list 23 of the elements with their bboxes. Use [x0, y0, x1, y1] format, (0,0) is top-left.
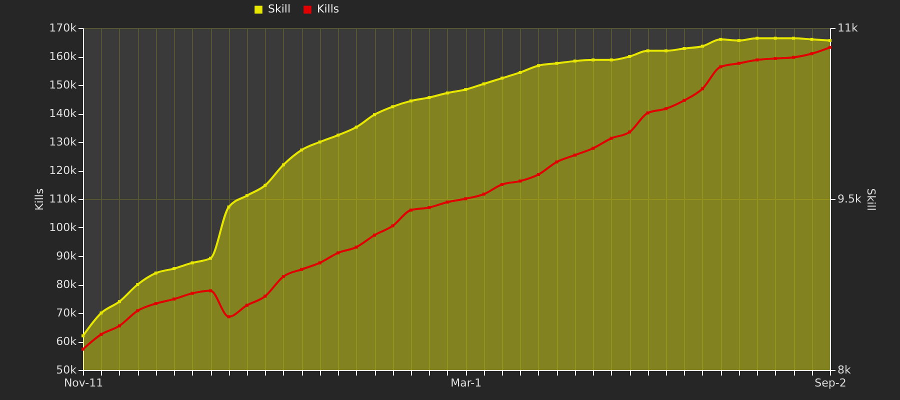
y2-axis-title: Skill: [864, 188, 878, 211]
y-tick-label: 110k: [49, 192, 78, 206]
legend-label: Kills: [317, 2, 340, 16]
y2-tick-label: 11k: [838, 22, 858, 34]
y-tick-label: 160k: [49, 50, 78, 63]
x-tick-label: Nov-11: [64, 376, 104, 390]
legend-label: Skill: [268, 2, 291, 16]
y-tick-label: 120k: [49, 164, 78, 177]
y2-tick-label: 9.5k: [838, 192, 862, 206]
x-tick-label: Mar-1: [450, 376, 482, 390]
y-tick-label: 150k: [49, 78, 78, 92]
y-tick-label: 140k: [49, 107, 78, 120]
x-tick-label: Sep-2: [814, 376, 846, 390]
y-tick-label: 70k: [56, 306, 78, 320]
y-tick-label: 90k: [56, 250, 78, 262]
y-tick-label: 130k: [49, 136, 78, 148]
y2-tick-label: 8k: [838, 364, 852, 376]
y-tick-label: 60k: [56, 335, 78, 348]
y-tick-label: 80k: [56, 278, 78, 291]
y-tick-label: 170k: [49, 22, 78, 34]
y-tick-label: 100k: [49, 221, 78, 234]
y-tick-label: 50k: [56, 364, 78, 376]
y-axis-title: Kills: [33, 188, 46, 211]
